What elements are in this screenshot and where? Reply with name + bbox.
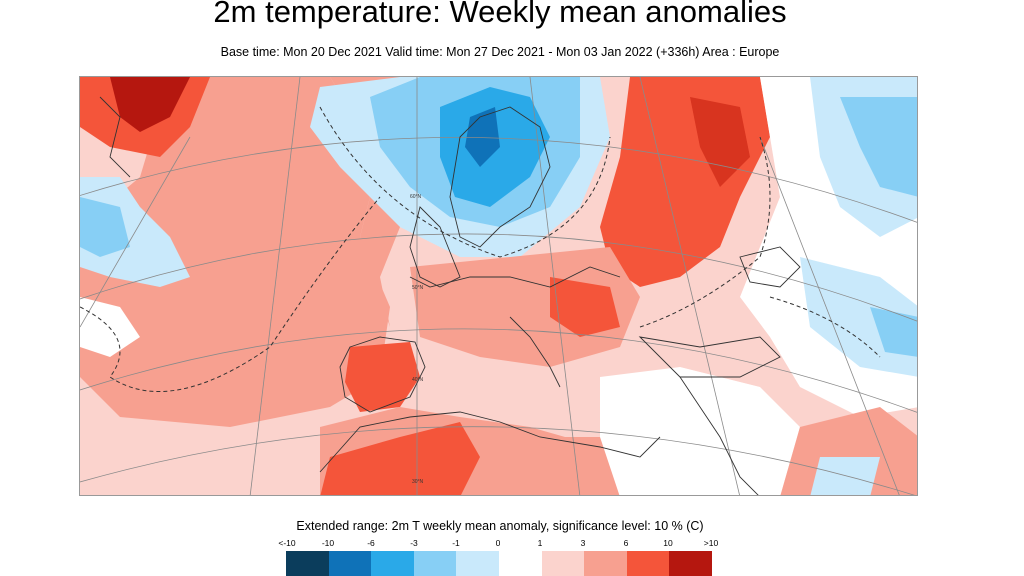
legend-swatch <box>371 551 414 576</box>
legend-swatch <box>669 551 712 576</box>
eastern-europe-hot-core <box>690 97 750 187</box>
legend-swatch <box>413 551 457 576</box>
libya-warm <box>520 437 620 495</box>
legend-tick: 10 <box>663 538 673 548</box>
lat-label-60: 60°N <box>410 194 422 200</box>
atlantic-warm-anomaly <box>80 77 390 427</box>
legend-tick: >10 <box>703 538 719 548</box>
legend-tick: -3 <box>410 538 418 548</box>
legend-ticks: <-10 -10 -6 -3 -1 0 1 3 6 10 >10 <box>0 538 1024 550</box>
legend-tick: 0 <box>495 538 501 548</box>
lat-label-50: 50°N <box>412 285 424 291</box>
legend-swatch <box>286 551 329 576</box>
legend-tick: -6 <box>367 538 375 548</box>
legend-title: Extended range: 2m T weekly mean anomaly… <box>296 519 704 533</box>
middle-east-neutral <box>600 367 800 495</box>
lat-label-40: 40°N <box>412 377 424 383</box>
legend-tick: -1 <box>452 538 460 548</box>
legend-swatch <box>456 551 499 576</box>
russia-cold <box>840 97 917 197</box>
legend-tick: -10 <box>321 538 335 548</box>
west-cold-core <box>80 197 130 257</box>
scandinavia-core-cold <box>465 107 500 167</box>
greenland-very-strong-anomaly <box>110 77 190 132</box>
legend-swatch <box>328 551 372 576</box>
chart-subtitle: Base time: Mon 20 Dec 2021 Valid time: M… <box>220 45 780 59</box>
lat-label-30: 30°N <box>412 479 424 485</box>
legend-swatch <box>626 551 670 576</box>
legend-swatch <box>498 551 542 576</box>
caspian-cold <box>870 307 917 357</box>
anomaly-map-svg: 60°N 50°N 40°N 30°N <box>80 77 917 495</box>
atlantic-neutral-patch <box>80 297 140 357</box>
north-africa-strong-warm <box>320 422 480 495</box>
legend-swatch <box>584 551 627 576</box>
iberia-strong-warm <box>345 342 420 412</box>
legend-colorbar <box>286 551 712 576</box>
balkans-warm <box>550 277 620 337</box>
legend-tick: 1 <box>537 538 543 548</box>
arabia-warm <box>780 407 917 495</box>
coastlines <box>99 96 801 495</box>
legend-tick: <-10 <box>278 538 296 548</box>
graticule <box>80 77 917 495</box>
anomaly-map[interactable]: 60°N 50°N 40°N 30°N <box>79 76 918 496</box>
significance-contours <box>80 106 881 393</box>
legend-tick: 3 <box>580 538 586 548</box>
legend-swatch <box>541 551 585 576</box>
arabia-weak-cold <box>810 457 880 495</box>
legend-tick: 6 <box>623 538 629 548</box>
chart-title: 2m temperature: Weekly mean anomalies <box>213 0 787 29</box>
central-europe-warm <box>410 247 640 367</box>
